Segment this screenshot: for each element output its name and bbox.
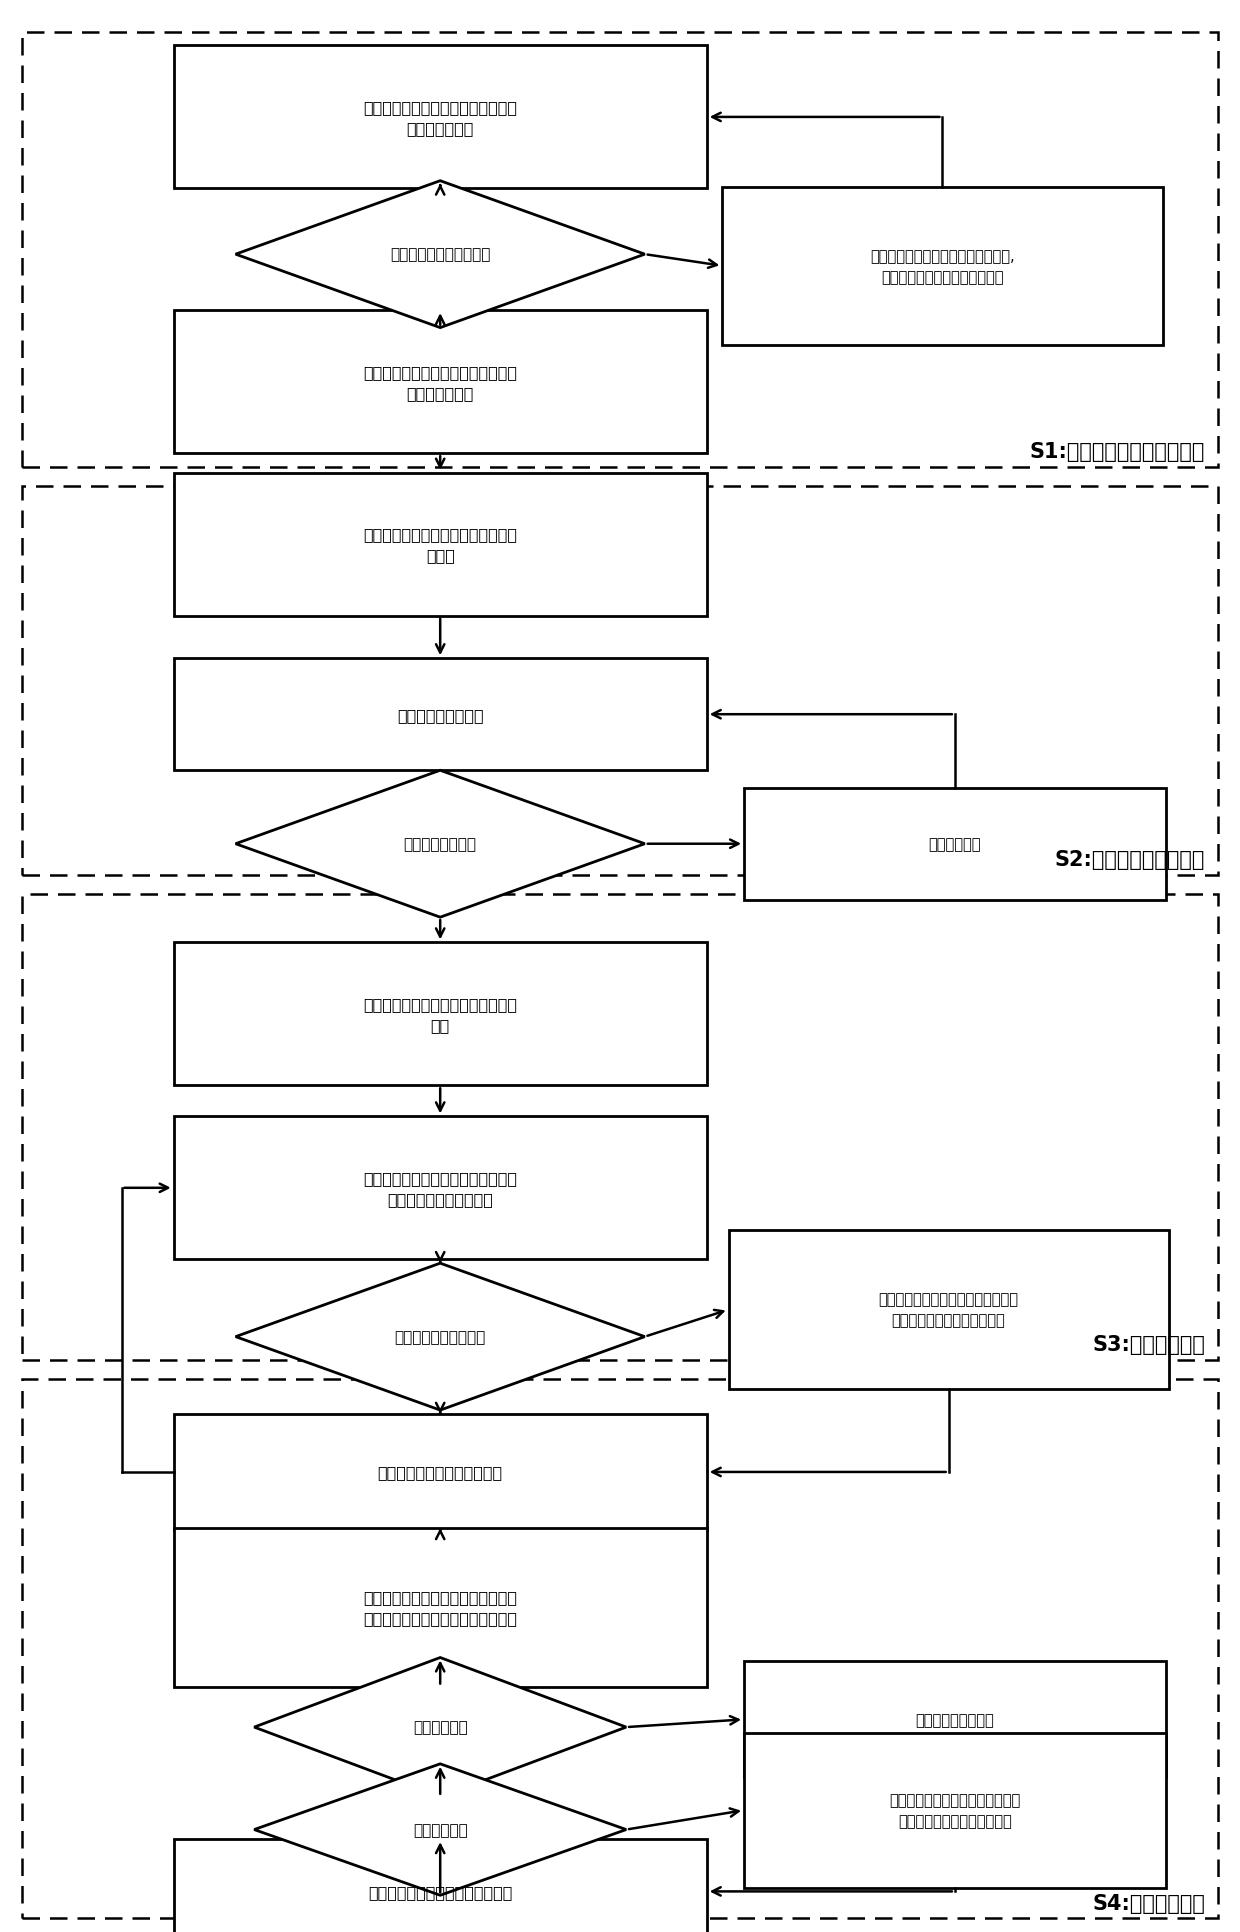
Text: 有读电子元件的工艺流程: 有读电子元件的工艺流程 [391,247,490,263]
Text: 客户端批次过站，扫描装了产品的周
转盘取得此盘的当前批次按批次过站: 客户端批次过站，扫描装了产品的周 转盘取得此盘的当前批次按批次过站 [363,1590,517,1625]
FancyBboxPatch shape [174,1117,707,1260]
Polygon shape [236,1264,645,1410]
Text: S2:检查周转盘是否可用: S2:检查周转盘是否可用 [1055,850,1205,869]
Text: S1:确定批次产品绑定的工艺: S1:确定批次产品绑定的工艺 [1030,442,1205,462]
FancyBboxPatch shape [174,659,707,771]
Text: 读取产品唯一码将此码及制令单号传
给平台，平台做防呆校验: 读取产品唯一码将此码及制令单号传 给平台，平台做防呆校验 [363,1171,517,1206]
Text: 平台创建批次号并记录批次与周转盘
的关系、批次标状态为生产中: 平台创建批次号并记录批次与周转盘 的关系、批次标状态为生产中 [879,1293,1018,1327]
Text: 客户端扫描周转盘码: 客户端扫描周转盘码 [397,707,484,723]
Text: 平台记录批次号与产品的关系: 平台记录批次号与产品的关系 [378,1464,502,1480]
Text: 正常走剩余工艺流程: 正常走剩余工艺流程 [915,1712,994,1727]
Polygon shape [236,771,645,918]
Text: 根据产品物料代码去找最后读产品唯
一码的工艺流程: 根据产品物料代码去找最后读产品唯 一码的工艺流程 [363,365,517,400]
Polygon shape [254,1764,626,1895]
FancyBboxPatch shape [174,311,707,454]
Polygon shape [254,1658,626,1797]
Text: 腾空周转盘，更改周转盘状态为可
用，更改批次状态为生产完成: 腾空周转盘，更改周转盘状态为可 用，更改批次状态为生产完成 [889,1793,1021,1828]
FancyBboxPatch shape [729,1231,1168,1389]
FancyBboxPatch shape [174,473,707,616]
FancyBboxPatch shape [174,1839,707,1932]
Text: 显示周转盘号及周转盘容量、选择制
令单: 显示周转盘号及周转盘容量、选择制 令单 [363,997,517,1032]
FancyBboxPatch shape [744,788,1166,900]
Polygon shape [236,182,645,328]
Text: 找到的工艺流程工位上打开批次过站
客户端: 找到的工艺流程工位上打开批次过站 客户端 [363,527,517,562]
Text: 是否带盘包装: 是否带盘包装 [413,1822,467,1837]
Text: 重新换周转盘: 重新换周转盘 [929,837,981,852]
FancyBboxPatch shape [744,1733,1166,1888]
FancyBboxPatch shape [174,46,707,189]
Text: S3:批次产品绑定: S3:批次产品绑定 [1092,1335,1205,1354]
FancyBboxPatch shape [744,1662,1166,1777]
Text: 空闲周转盘第一个产品: 空闲周转盘第一个产品 [394,1329,486,1345]
FancyBboxPatch shape [174,1414,707,1530]
Text: 判断此盘是否可用: 判断此盘是否可用 [404,837,476,852]
FancyBboxPatch shape [174,943,707,1086]
Text: 按批次记录过站信息完成产品生产: 按批次记录过站信息完成产品生产 [368,1884,512,1899]
Text: S4:批次产品过站: S4:批次产品过站 [1092,1893,1205,1913]
Text: 提醒需重新配置该类型产品工艺流程,
工艺管理人员并去管理平台配置: 提醒需重新配置该类型产品工艺流程, 工艺管理人员并去管理平台配置 [870,249,1014,284]
FancyBboxPatch shape [174,1528,707,1687]
Text: 是否最后一站: 是否最后一站 [413,1719,467,1735]
Text: 根据产品物料代码去找最后读产品唯
一码的工艺流程: 根据产品物料代码去找最后读产品唯 一码的工艺流程 [363,100,517,135]
FancyBboxPatch shape [722,187,1163,346]
